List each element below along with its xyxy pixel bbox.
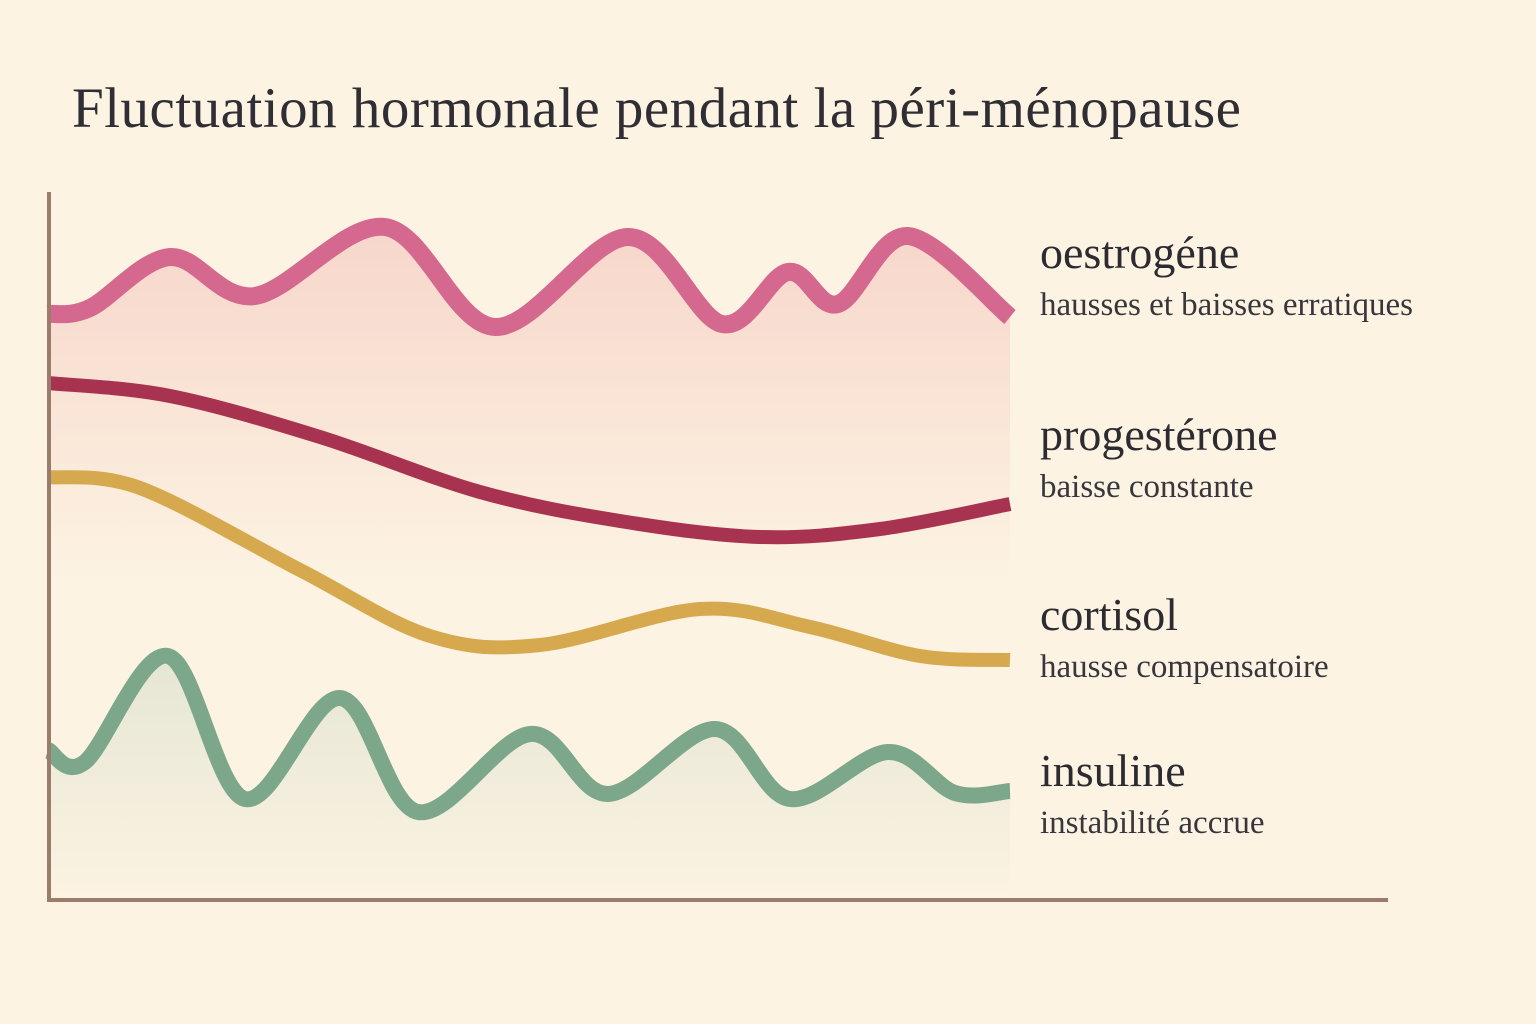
oestrogene-curve bbox=[46, 217, 1016, 336]
hormone-name-oestrogene: oestrogéne bbox=[1040, 227, 1240, 278]
legend-insuline: insuline instabilité accrue bbox=[1040, 745, 1520, 843]
hormone-name-cortisol: cortisol bbox=[1040, 589, 1178, 640]
legend-progesterone: progestérone baisse constante bbox=[1040, 409, 1520, 507]
legend-oestrogene: oestrogéne hausses et baisses erratiques bbox=[1040, 227, 1520, 325]
oestrogene-area bbox=[48, 226, 1010, 581]
hormone-description-oestrogene: hausses et baisses erratiques bbox=[1040, 286, 1413, 323]
cortisol-curve bbox=[47, 470, 1011, 667]
hormone-description-insuline: instabilité accrue bbox=[1040, 804, 1265, 841]
curves-layer bbox=[43, 217, 1016, 898]
insuline-area bbox=[48, 655, 1010, 898]
progesterone-curve bbox=[47, 376, 1012, 545]
hormone-description-progesterone: baisse constante bbox=[1040, 468, 1254, 505]
hormone-name-progesterone: progestérone bbox=[1040, 409, 1278, 460]
insuline-curve bbox=[43, 647, 1011, 821]
legend-cortisol: cortisol hausse compensatoire bbox=[1040, 589, 1520, 687]
hormone-name-insuline: insuline bbox=[1040, 745, 1186, 796]
page-title: Fluctuation hormonale pendant la péri-mé… bbox=[72, 77, 1242, 140]
hormone-description-cortisol: hausse compensatoire bbox=[1040, 648, 1329, 685]
